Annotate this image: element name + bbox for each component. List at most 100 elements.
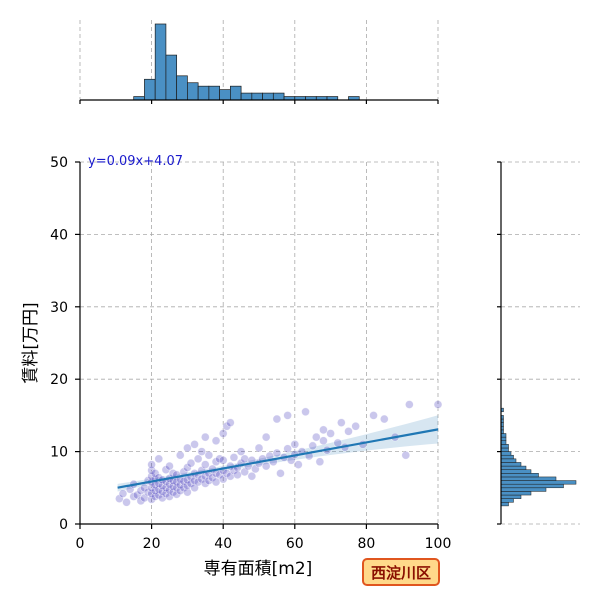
scatter-point (197, 447, 207, 456)
x-hist-bar (262, 92, 274, 101)
scatter-point (161, 465, 171, 475)
y-hist-bar (500, 480, 577, 485)
scatter-point (186, 458, 196, 468)
scatter-point (401, 450, 411, 460)
y-hist-bar (500, 458, 517, 463)
scatter-point (193, 454, 203, 464)
x-tick-label: 60 (286, 536, 304, 552)
x-hist-bar (251, 92, 263, 101)
scatter-point (333, 438, 343, 448)
x-hist-bar (144, 78, 156, 101)
y-axis-label: 賃料[万円] (21, 302, 41, 383)
scatter-point (433, 400, 443, 409)
scatter-point (115, 494, 124, 503)
scatter-point (294, 460, 303, 469)
y-hist-bar (500, 447, 509, 452)
scatter-point (204, 476, 214, 485)
x-hist-bar (230, 85, 242, 101)
y-hist-bar (500, 498, 514, 503)
x-hist-bar (197, 85, 210, 101)
scatter-point (254, 443, 264, 453)
y-hist-bar (500, 465, 527, 470)
scatter-point (301, 407, 310, 417)
x-tick-label: 40 (214, 536, 232, 552)
scatter-point (183, 463, 192, 472)
x-axis-label: 専有面積[m2] (204, 559, 313, 579)
scatter-point (147, 460, 156, 469)
y-hist-bar (500, 494, 522, 499)
scatter-point (193, 477, 203, 487)
scatter-point (218, 455, 228, 465)
scatter-point (186, 479, 196, 488)
scatter-point (154, 454, 164, 464)
y-hist-bar (500, 444, 509, 449)
y-hist-bar (500, 473, 539, 478)
region-badge: 西淀川区 (362, 558, 440, 586)
scatter-point (150, 469, 160, 478)
x-hist-bar (219, 89, 231, 101)
scatter-point (405, 400, 414, 409)
scatter-point (326, 429, 335, 438)
scatter-point (229, 453, 239, 462)
scatter-point (283, 444, 292, 454)
x-tick-label: 80 (357, 536, 375, 552)
y-tick-label: 10 (50, 445, 68, 461)
y-hist-bar (500, 440, 507, 445)
scatter-point (226, 418, 235, 427)
x-hist-bar (240, 92, 253, 101)
scatter-point (233, 470, 242, 480)
scatter-point (183, 443, 192, 453)
scatter-point (276, 469, 285, 478)
scatter-point (369, 411, 378, 420)
y-tick-label: 30 (50, 300, 68, 316)
scatter-point (222, 421, 232, 431)
scatter-point (311, 432, 321, 442)
scatter-point (201, 479, 210, 488)
scatter-point (308, 441, 318, 451)
y-hist-bar (500, 476, 557, 481)
y-hist-bar (500, 436, 507, 441)
y-hist-bar (500, 487, 547, 492)
scatter-point (211, 457, 221, 467)
scatter-point (158, 493, 167, 503)
x-hist-bar (208, 85, 220, 101)
scatter-point (211, 436, 221, 446)
scatter-point (201, 432, 210, 442)
x-tick-label: 0 (76, 536, 85, 552)
scatter-point (315, 457, 325, 467)
regression-line (117, 428, 439, 489)
x-tick-label: 100 (425, 536, 452, 552)
scatter-point (215, 470, 224, 480)
scatter-point (272, 414, 282, 424)
y-hist-bar (500, 451, 512, 456)
scatter-point (136, 496, 146, 506)
scatter-point (165, 461, 174, 471)
y-tick-label: 20 (50, 372, 68, 388)
x-hist-bar (176, 75, 188, 101)
x-tick-label: 20 (143, 536, 161, 552)
scatter-point (261, 432, 271, 442)
x-hist-bar (272, 92, 285, 101)
scatter-point (136, 486, 146, 495)
scatter-point (290, 440, 300, 449)
scatter-point (247, 471, 257, 481)
marginal-x-histogram (79, 20, 439, 104)
scatter-point (122, 497, 131, 507)
y-tick-label: 50 (50, 155, 68, 171)
marginal-y-histogram (497, 161, 580, 525)
scatter-point (175, 450, 185, 460)
scatter-point (172, 490, 181, 499)
scatter-point (283, 411, 292, 420)
x-hist-bar (154, 23, 167, 101)
scatter-point (272, 448, 282, 458)
scatter-point (344, 427, 353, 436)
scatter-point (165, 492, 174, 501)
y-hist-bar (500, 469, 532, 474)
scatter-point (183, 487, 192, 497)
scatter-point (197, 474, 207, 484)
y-hist-bar (500, 483, 564, 489)
y-tick-label: 0 (59, 517, 68, 533)
scatter-point (236, 447, 246, 456)
scatter-point (261, 461, 271, 471)
y-hist-bar (500, 491, 532, 496)
